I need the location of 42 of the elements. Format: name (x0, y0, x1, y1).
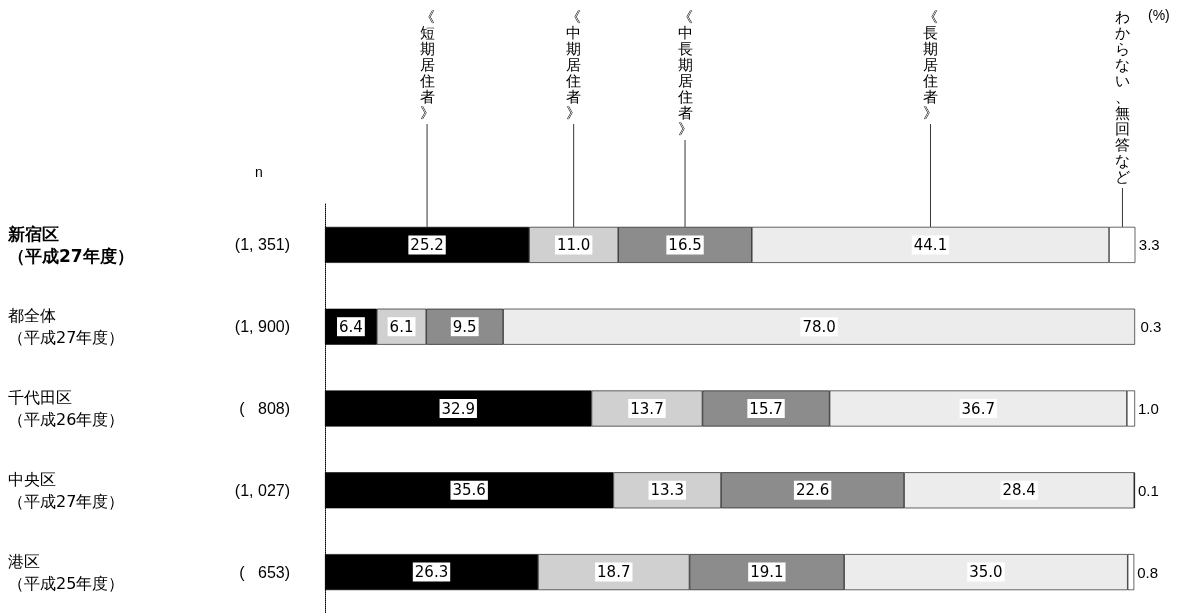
data-label: 78.0 (802, 317, 836, 336)
data-label: 13.7 (630, 399, 664, 418)
y-tick-label: 港区（平成25年度） (8, 551, 125, 593)
data-label: 25.2 (410, 235, 444, 254)
y-tick-label: 中央区（平成27年度） (8, 469, 125, 511)
text: ( 808) (239, 400, 290, 417)
data-label: 44.1 (913, 235, 948, 254)
text: (%) (1148, 7, 1170, 23)
data-label: 1.0 (1138, 400, 1159, 417)
data-label: 6.1 (389, 317, 414, 336)
text: 《長期居住者》 (921, 7, 938, 121)
data-label: 28.4 (1002, 481, 1036, 500)
data-label: 11.0 (556, 235, 591, 254)
text: 《短期居住者》 (418, 7, 435, 121)
data-label: 3.3 (1138, 236, 1160, 254)
text: n (255, 164, 263, 180)
text: 《中長期居住者》 (676, 7, 693, 137)
data-label: 18.7 (597, 563, 631, 582)
text: (1, 900) (234, 318, 290, 336)
data-label: 16.5 (668, 235, 702, 254)
data-label: 22.6 (795, 481, 830, 500)
y-tick-label: 新宿区（平成27年度） (7, 223, 134, 266)
data-label: 19.1 (750, 563, 784, 582)
data-label: 32.9 (441, 399, 475, 418)
data-label: 0.3 (1140, 318, 1162, 336)
text: (1, 027) (234, 481, 290, 499)
data-label: 26.3 (414, 563, 449, 582)
text: 《中期居住者》 (565, 7, 582, 121)
data-label: 36.7 (961, 399, 995, 418)
data-label: 15.7 (749, 399, 783, 418)
data-label: 35.6 (452, 481, 486, 500)
text: わからない、無回答など (1114, 7, 1130, 185)
data-label: 0.1 (1138, 481, 1159, 499)
data-label: 9.5 (452, 317, 477, 336)
data-label: 13.3 (650, 481, 684, 500)
text: (1, 351) (234, 236, 290, 254)
data-label: 0.8 (1137, 563, 1159, 581)
data-label: 6.4 (338, 317, 363, 336)
y-tick-label: 千代田区（平成26年度） (8, 388, 125, 429)
y-tick-label: 都全体（平成27年度） (8, 306, 125, 348)
text: ( 653) (239, 563, 290, 581)
data-label: 35.0 (969, 563, 1003, 582)
